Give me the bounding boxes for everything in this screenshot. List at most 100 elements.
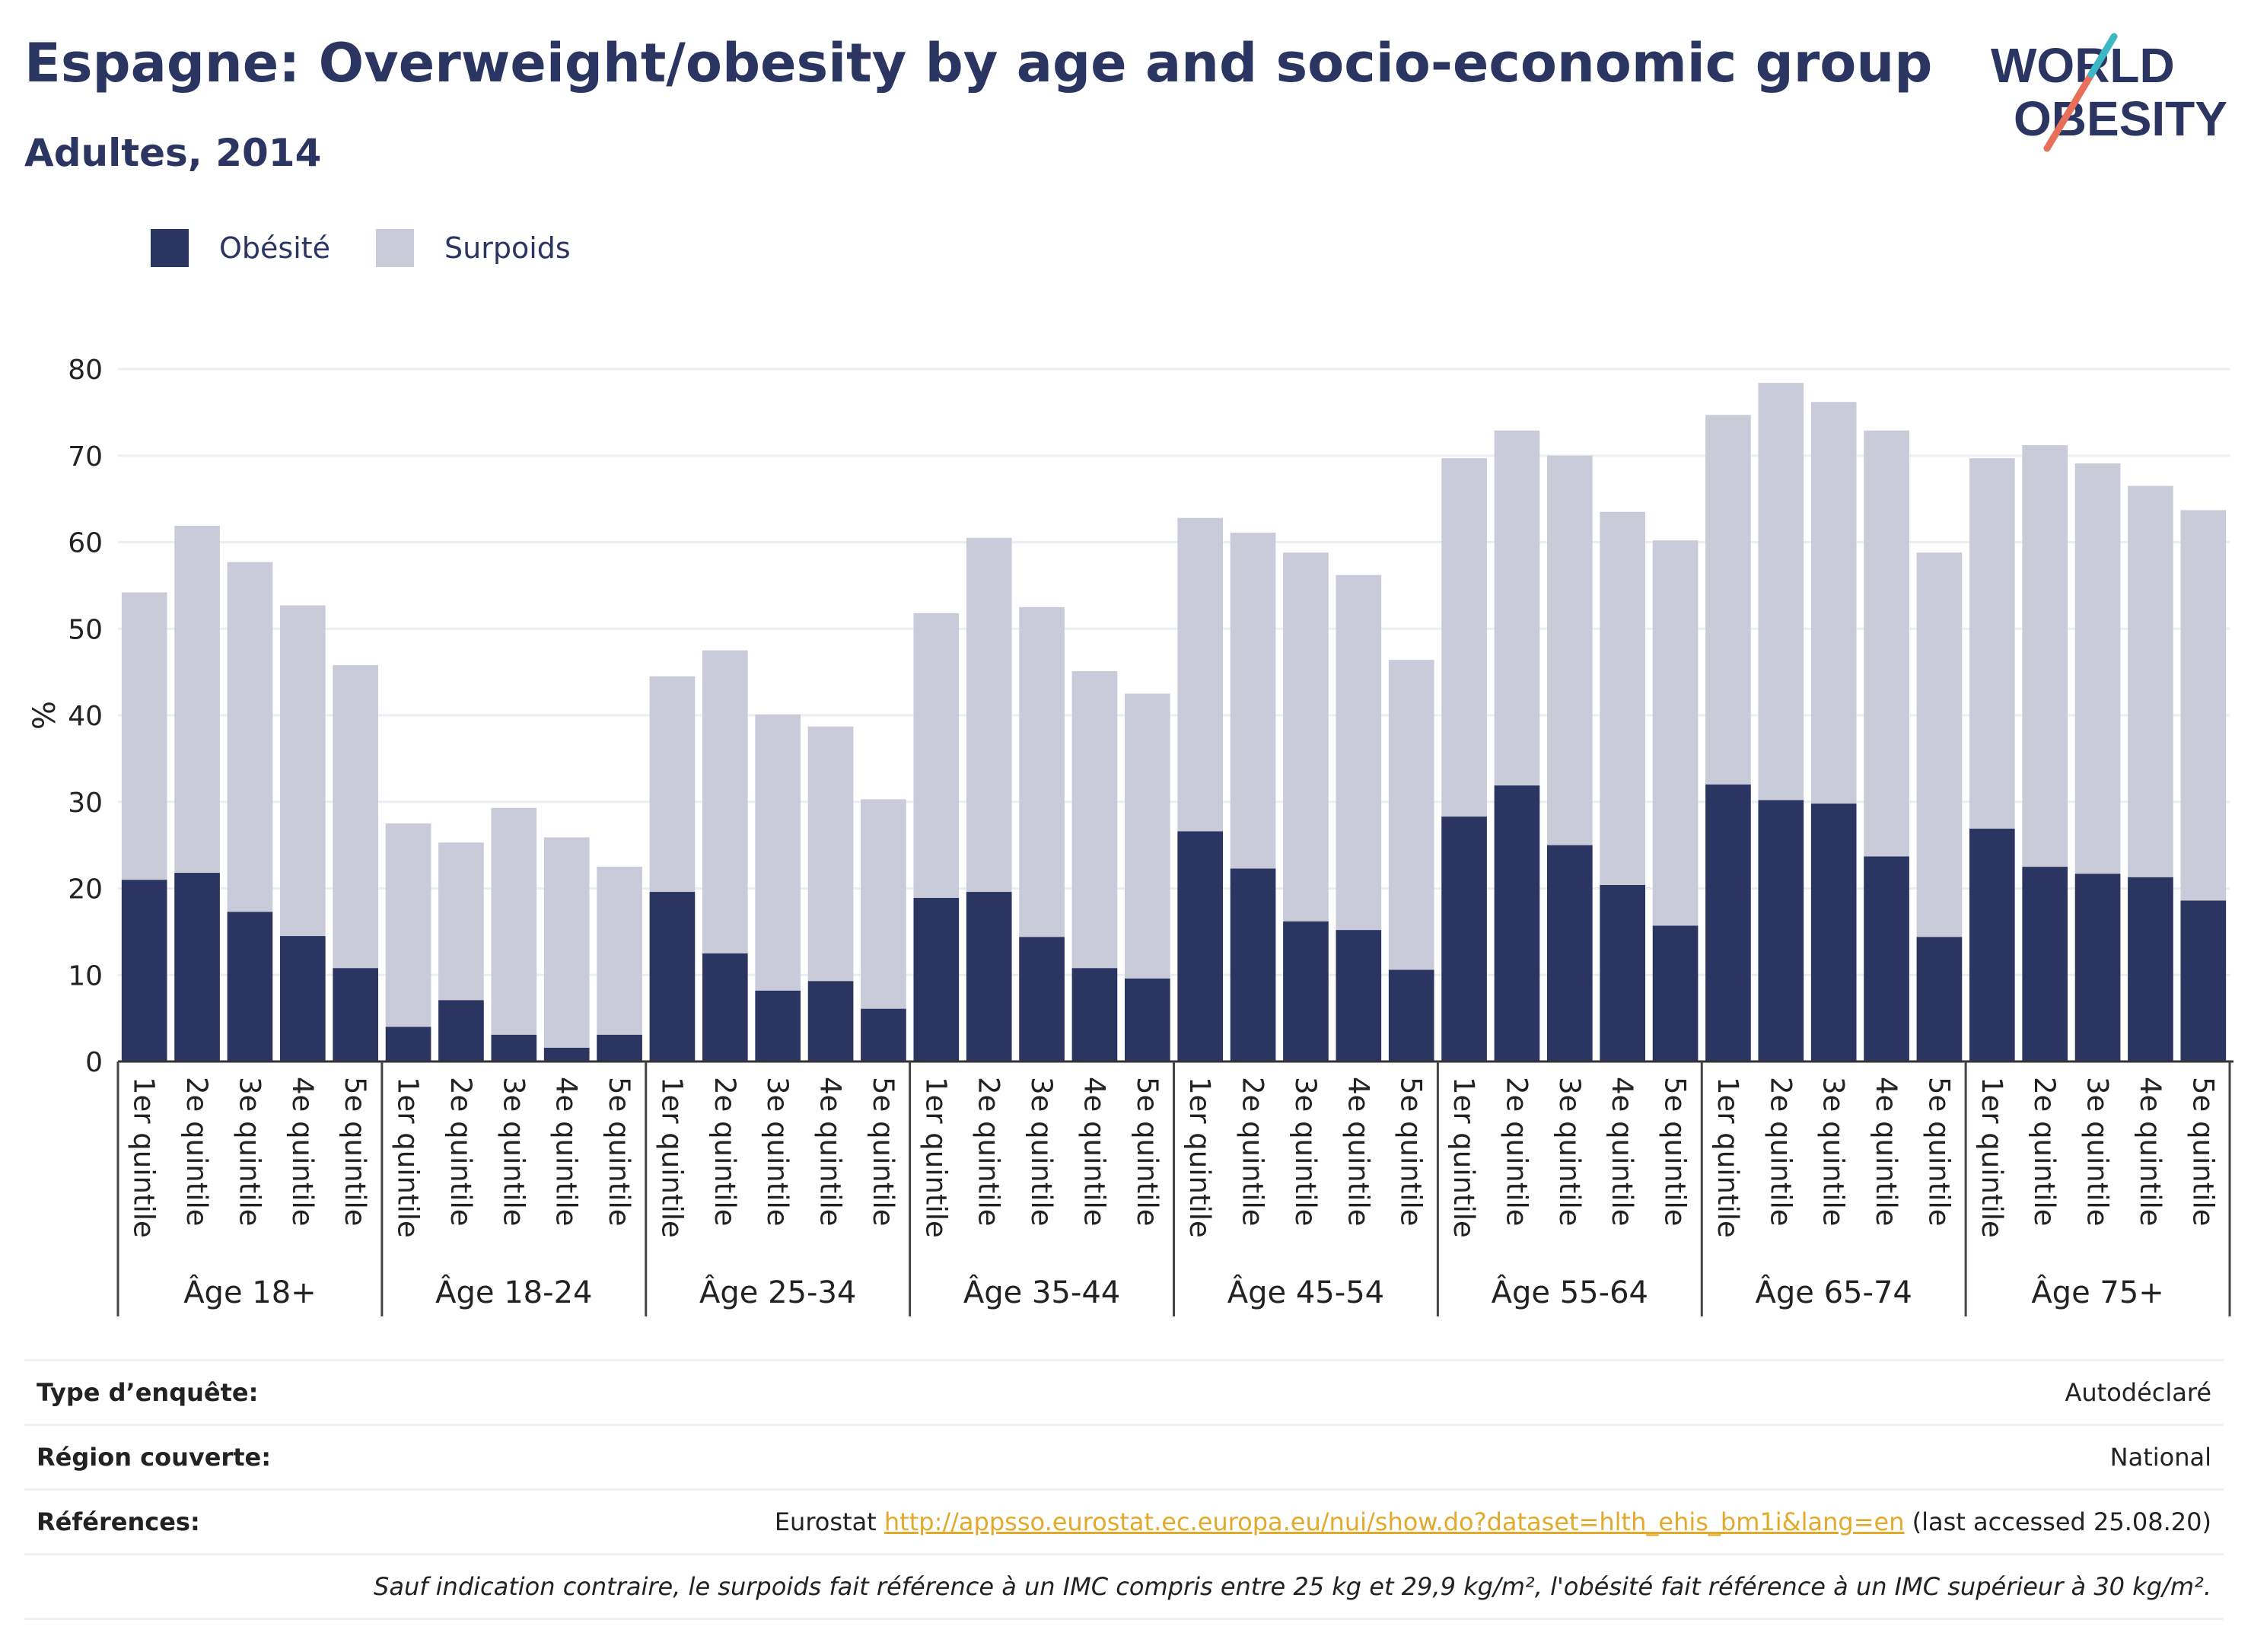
bar-segment-obesite [174,873,220,1062]
bar-segment-surpoids [1810,402,1857,804]
x-tick-label: 2e quintile [1237,1077,1269,1227]
bar-segment-surpoids [1283,552,1329,921]
bar-segment-obesite [597,1034,642,1062]
bar-segment-obesite [333,968,379,1062]
bar-segment-surpoids [2022,445,2068,867]
y-tick-label: 70 [68,441,103,473]
x-tick-label: 4e quintile [550,1077,583,1227]
bar-segment-obesite [1705,785,1751,1062]
bar-segment-surpoids [1969,458,2015,829]
bar-segment-obesite [543,1047,590,1062]
x-tick-label: 2e quintile [973,1077,1005,1227]
bar-segment-surpoids [1494,430,1540,786]
y-tick-label: 40 [68,701,103,732]
references-link[interactable]: http://appsso.eurostat.ec.europa.eu/nui/… [884,1507,1905,1536]
bar-segment-surpoids [1019,606,1065,937]
group-label: Âge 45-54 [1227,1274,1384,1310]
x-tick-label: 2e quintile [444,1077,477,1227]
y-axis-label: % [27,701,62,730]
bar-segment-surpoids [807,726,854,982]
bar-segment-surpoids [121,592,167,880]
legend-swatch-obesite [151,229,189,267]
bar-segment-surpoids [1388,660,1434,970]
y-tick-label: 10 [68,960,103,992]
bar-segment-obesite [1336,930,1382,1062]
references-suffix: (last accessed 25.08.20) [1904,1507,2211,1536]
x-tick-label: 1er quintile [1183,1077,1216,1238]
bar-segment-surpoids [1230,532,1276,869]
bar-segment-obesite [1864,856,1909,1062]
bar-segment-obesite [1810,804,1857,1062]
group-label: Âge 65-74 [1756,1274,1912,1310]
x-tick-label: 4e quintile [2134,1077,2167,1227]
chart-subtitle: Adultes, 2014 [24,131,322,175]
bar-segment-obesite [1494,785,1540,1062]
x-tick-label: 3e quintile [1817,1077,1850,1227]
region-value: National [2109,1443,2211,1472]
y-tick-label: 30 [68,788,103,819]
bar-segment-obesite [702,953,748,1062]
x-tick-label: 1er quintile [1711,1077,1744,1238]
x-tick-label: 4e quintile [1606,1077,1638,1227]
bar-segment-surpoids [438,842,484,1001]
references-label: Références: [37,1507,200,1536]
bar-segment-obesite [1388,969,1434,1062]
x-tick-label: 2e quintile [708,1077,741,1227]
bar-segment-obesite [1652,925,1699,1062]
references-value: Eurostat http://appsso.eurostat.ec.europ… [775,1507,2211,1536]
info-row-references: Références: Eurostat http://appsso.euros… [24,1488,2224,1553]
bar-segment-obesite [1283,921,1329,1062]
x-tick-label: 3e quintile [497,1077,530,1227]
legend: Obésité Surpoids [151,225,616,271]
info-table: Type d’enquête: Autodéclaré Région couve… [24,1359,2224,1620]
bar-segment-obesite [491,1034,537,1062]
bar-segment-surpoids [1705,415,1751,785]
bar-segment-surpoids [597,867,642,1035]
bar-segment-obesite [2074,874,2121,1062]
x-tick-label: 4e quintile [286,1077,319,1227]
bar-segment-obesite [1546,845,1593,1062]
x-tick-label: 5e quintile [867,1077,899,1227]
bar-segment-surpoids [543,837,590,1048]
bar-segment-surpoids [2180,510,2227,901]
bar-segment-obesite [385,1027,431,1062]
x-tick-label: 3e quintile [2081,1077,2114,1227]
x-tick-label: 3e quintile [1289,1077,1322,1227]
chart-title: Espagne: Overweight/obesity by age and s… [24,32,1933,94]
x-tick-label: 5e quintile [1395,1077,1428,1227]
bar-segment-surpoids [1864,430,1909,857]
bar-segment-surpoids [1177,517,1224,832]
y-tick-label: 20 [68,874,103,906]
x-tick-label: 5e quintile [1922,1077,1955,1227]
bar-segment-obesite [755,990,801,1062]
x-tick-label: 1er quintile [1447,1077,1480,1238]
x-tick-label: 1er quintile [1976,1077,2008,1238]
bar-segment-surpoids [1071,670,1118,969]
bar-segment-obesite [227,912,273,1062]
x-tick-label: 3e quintile [233,1077,266,1227]
bar-segment-obesite [913,898,960,1062]
y-tick-label: 80 [68,355,103,386]
x-tick-label: 4e quintile [814,1077,847,1227]
bar-segment-surpoids [1758,383,1804,801]
bar-segment-surpoids [2128,485,2173,877]
bar-segment-obesite [1441,816,1487,1062]
bar-segment-surpoids [174,525,220,874]
bar-segment-surpoids [333,665,379,969]
x-tick-label: 4e quintile [1078,1077,1110,1227]
x-tick-label: 2e quintile [1764,1077,1797,1227]
legend-swatch-surpoids [376,229,415,267]
bar-segment-obesite [1916,937,1963,1062]
bar-segment-surpoids [2074,463,2121,874]
logo-word-obesity: OBESITY [2014,91,2227,146]
x-tick-label: 2e quintile [1500,1077,1533,1227]
bar-segment-obesite [2128,877,2173,1062]
bar-segment-obesite [1969,829,2015,1062]
legend-label-obesite: Obésité [219,231,331,265]
x-tick-label: 5e quintile [1131,1077,1164,1227]
bar-segment-obesite [2180,900,2227,1062]
x-tick-label: 3e quintile [761,1077,794,1227]
x-tick-label: 5e quintile [339,1077,371,1227]
x-tick-label: 1er quintile [392,1077,425,1238]
bar-segment-obesite [1071,968,1118,1062]
